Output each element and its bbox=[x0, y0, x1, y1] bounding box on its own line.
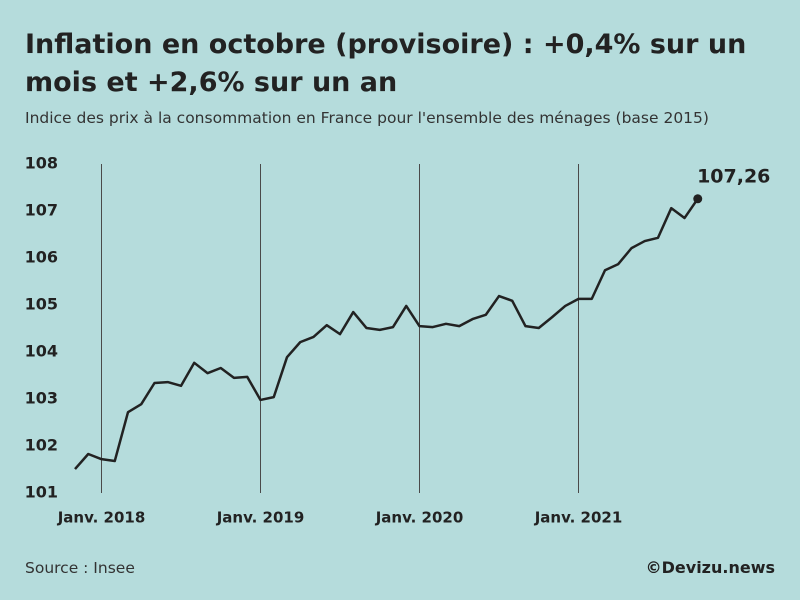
y-tick-label: 102 bbox=[25, 436, 58, 455]
chart-subtitle: Indice des prix à la consommation en Fra… bbox=[25, 109, 709, 127]
y-tick-label: 108 bbox=[25, 154, 58, 173]
data-point bbox=[693, 194, 703, 204]
x-tick-label: Janv. 2018 bbox=[57, 509, 146, 527]
x-tick-label: Janv. 2021 bbox=[534, 509, 623, 527]
credit: ©Devizu.news bbox=[645, 558, 775, 577]
data-line bbox=[74, 198, 699, 470]
y-tick-label: 104 bbox=[25, 342, 58, 361]
y-tick-label: 106 bbox=[25, 248, 58, 267]
y-tick-label: 103 bbox=[25, 389, 58, 408]
x-tick-label: Janv. 2019 bbox=[216, 509, 305, 527]
x-tick-label: Janv. 2020 bbox=[375, 509, 464, 527]
source: Source : Insee bbox=[25, 559, 135, 577]
value-label: 107,26 bbox=[697, 165, 770, 187]
y-tick-label: 105 bbox=[25, 295, 58, 314]
y-tick-label: 107 bbox=[25, 201, 58, 220]
chart-title: Inflation en octobre (provisoire) : +0,4… bbox=[25, 29, 747, 98]
y-tick-label: 101 bbox=[25, 483, 58, 502]
